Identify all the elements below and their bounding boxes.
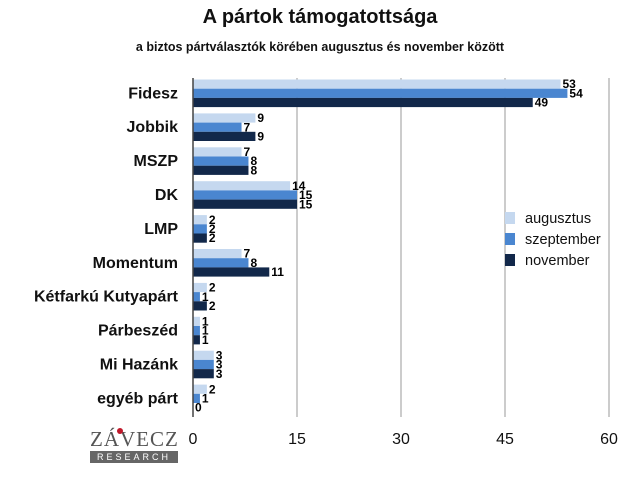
data-label: 2 xyxy=(209,222,216,236)
bar-augusztus xyxy=(193,147,242,157)
bar-szeptember xyxy=(193,190,297,200)
category-label: Párbeszéd xyxy=(98,323,178,340)
zavecz-research-logo: ZÁVECZ RESEARCH xyxy=(90,428,178,463)
chart-title: A pártok támogatottsága xyxy=(202,6,438,28)
data-label: 3 xyxy=(216,358,223,372)
data-label: 1 xyxy=(202,290,209,304)
category-label: Jobbik xyxy=(126,119,178,136)
bar-szeptember xyxy=(193,156,249,166)
bar-november xyxy=(193,97,533,108)
x-tick-label: 15 xyxy=(288,431,306,448)
bar-november xyxy=(193,199,297,209)
bar-augusztus xyxy=(193,316,200,326)
bar-november xyxy=(193,301,207,311)
data-label: 7 xyxy=(244,247,251,261)
x-tick-label: 30 xyxy=(392,431,410,448)
legend-swatch-augusztus xyxy=(505,212,515,224)
data-label: 53 xyxy=(562,77,576,91)
x-tick-label: 45 xyxy=(496,431,514,448)
legend-label: szeptember xyxy=(525,232,601,248)
data-label: 7 xyxy=(244,145,251,159)
data-label: 9 xyxy=(257,130,264,144)
x-tick-label: 60 xyxy=(600,431,618,448)
bar-augusztus xyxy=(193,384,207,394)
bar-szeptember xyxy=(193,292,200,302)
category-label: Fidesz xyxy=(128,85,178,102)
logo-tagline: RESEARCH xyxy=(90,451,178,463)
category-label: Kétfarkú Kutyapárt xyxy=(34,289,179,306)
bar-szeptember xyxy=(193,359,214,370)
category-label: LMP xyxy=(144,221,178,238)
data-label: 2 xyxy=(209,213,216,227)
bar-szeptember xyxy=(193,122,242,132)
data-label: 15 xyxy=(299,188,313,202)
bar-november xyxy=(193,369,214,379)
legend-label: november xyxy=(525,253,590,269)
data-label: 11 xyxy=(271,265,284,279)
data-label: 1 xyxy=(202,333,209,347)
bar-augusztus xyxy=(193,350,214,360)
bar-szeptember xyxy=(193,326,200,336)
data-label: 15 xyxy=(299,197,313,211)
bar-november xyxy=(193,131,256,141)
data-label: 14 xyxy=(292,179,306,193)
bar-november xyxy=(193,335,200,345)
logo-name: ZÁVECZ xyxy=(90,427,179,451)
bar-szeptember xyxy=(193,258,249,268)
bar-augusztus xyxy=(193,249,242,259)
category-label: egyéb párt xyxy=(97,390,179,407)
category-label: Mi Hazánk xyxy=(100,357,178,374)
bar-augusztus xyxy=(193,282,207,293)
data-label: 2 xyxy=(209,382,216,396)
data-label: 54 xyxy=(569,86,583,100)
data-label: 2 xyxy=(209,281,216,295)
bar-november xyxy=(193,233,207,243)
legend-swatch-szeptember xyxy=(505,233,515,245)
data-label: 9 xyxy=(257,111,264,125)
data-label: 8 xyxy=(250,154,257,168)
category-label: DK xyxy=(155,187,179,204)
legend-label: augusztus xyxy=(525,211,591,227)
data-label: 3 xyxy=(216,348,223,362)
category-label: Momentum xyxy=(93,255,178,272)
data-label: 8 xyxy=(250,163,257,177)
logo-dot-icon xyxy=(117,428,123,434)
bar-november xyxy=(193,267,270,277)
bar-november xyxy=(193,165,249,175)
bar-szeptember xyxy=(193,224,207,234)
category-label: MSZP xyxy=(134,153,179,170)
data-label: 1 xyxy=(202,392,209,406)
bar-szeptember xyxy=(193,393,200,403)
data-label: 1 xyxy=(202,315,209,329)
bar-augusztus xyxy=(193,113,256,123)
bar-augusztus xyxy=(193,79,561,89)
data-label: 2 xyxy=(209,299,216,313)
data-label: 0 xyxy=(195,401,202,415)
data-label: 3 xyxy=(216,367,223,381)
bar-augusztus xyxy=(193,181,291,191)
data-label: 49 xyxy=(535,96,549,110)
chart-subtitle: a biztos pártválasztók körében augusztus… xyxy=(135,40,505,54)
data-label: 2 xyxy=(209,231,216,245)
data-label: 8 xyxy=(250,256,257,270)
legend-swatch-november xyxy=(505,254,515,266)
data-label: 7 xyxy=(244,120,251,134)
data-label: 1 xyxy=(202,324,209,338)
bar-augusztus xyxy=(193,215,207,225)
bar-szeptember xyxy=(193,88,568,98)
x-tick-label: 0 xyxy=(189,431,198,448)
